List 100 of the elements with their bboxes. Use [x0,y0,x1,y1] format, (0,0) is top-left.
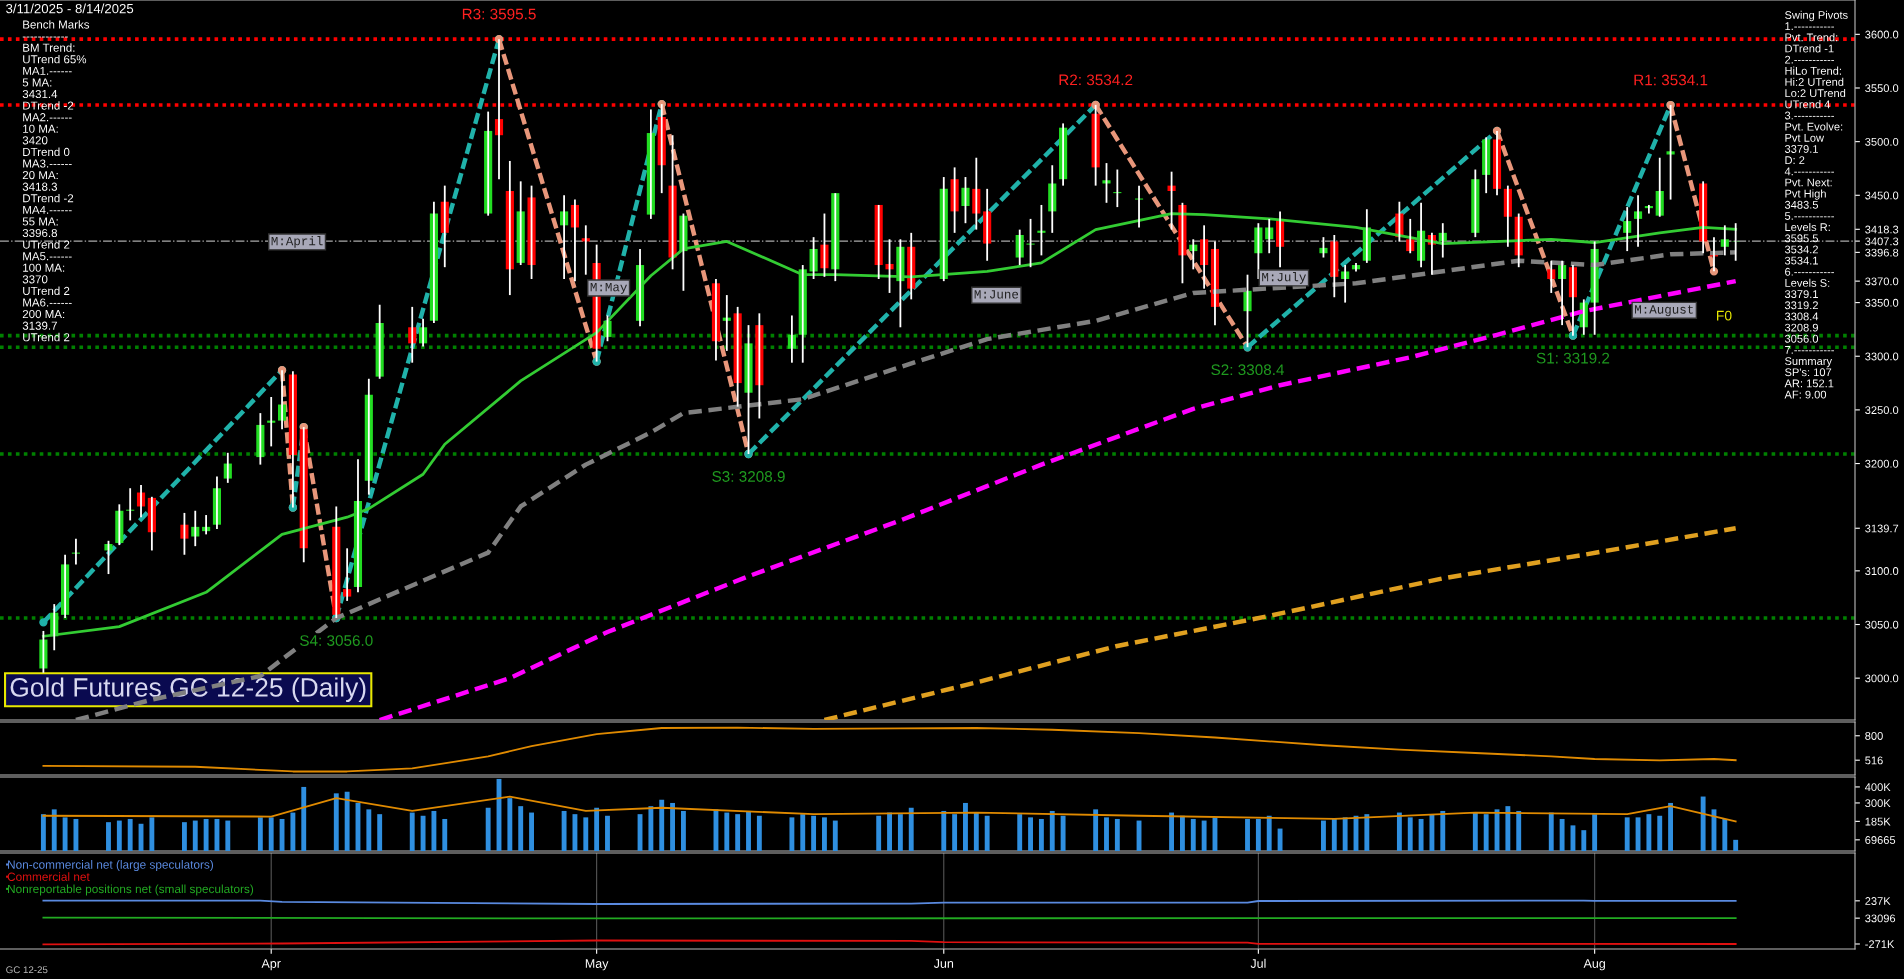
annotation: F0 [1717,310,1732,321]
annotation: R3: 3595.5 [462,8,536,20]
annotation: S1: 3319.2 [1536,352,1610,364]
bar [1559,818,1565,851]
bar [887,812,892,851]
line-series [42,726,1737,773]
bar [973,812,979,851]
bar [1733,839,1739,851]
bar [1505,806,1511,851]
bar [1321,820,1326,851]
y-tick-label: 3250.0 [1865,406,1899,415]
bar [1657,815,1663,851]
bar [1049,810,1055,851]
bar [51,809,57,851]
bar [1722,818,1728,851]
bar [1266,815,1272,851]
bar [257,817,263,851]
bar [333,793,339,851]
bar [290,812,296,851]
candlestick [820,212,829,278]
point [39,618,48,627]
bar [377,814,383,851]
bar [680,810,686,851]
bar [1364,814,1370,851]
y-tick-label: 516 [1865,756,1883,765]
bar [1190,818,1196,851]
y-tick-label: 3500.0 [1865,137,1899,146]
bar [822,817,827,851]
bar [1646,814,1652,851]
bar [984,815,990,851]
bar [561,810,567,851]
bar [1114,818,1120,851]
line-series [822,526,1738,720]
bar [485,807,491,851]
bar [756,815,762,851]
bar [1396,812,1402,851]
bar [832,820,838,851]
bar [735,814,741,851]
x-tick-label: Apr [261,959,281,971]
y-tick-label: 3100.0 [1865,567,1899,575]
y-tick-label: 300K [1865,799,1891,808]
bar [1472,812,1478,851]
y-tick-label: 33096 [1865,914,1896,923]
bar [594,807,600,851]
bar [106,822,111,851]
y-tick-label: 3396.8 [1865,248,1899,257]
bar [40,814,46,851]
y-tick-label: 3418.3 [1865,225,1899,234]
y-tick-label: 3139.7 [1865,524,1899,533]
y-tick-label: 3600.0 [1865,30,1899,39]
annotation: R1: 3534.1 [1634,74,1708,86]
bar [1028,817,1033,851]
bar [203,818,209,851]
bar [268,817,274,851]
legend-label: Commercial net [7,872,90,881]
text: Swing Pivots 1.----------- Pvt. Trend: DTrend -1 2.----------- HiLo Trend: Hi:2 UTrend Lo:2 UTrend UTrend 4 3.----------- Pvt. Evolve: Pvt Low 3379.1 D: 2 4.----------- Pvt. Next: Pvt High 3483.5 5.----------- Levels R: 3595.5 3534.2 3534.1 6.----------- Levels S: 3379.1 3319.2 3308.4 3208.9 3056.0 7.----------- Summary SP's: 107 AR: 152.1 AF: 9.00 [1784,10,1848,399]
bar [1668,802,1674,851]
bar [442,818,448,851]
candlestick [1243,273,1252,349]
y-tick-label: 3050.0 [1865,620,1899,629]
annotation: M:April [271,236,323,248]
bar [1548,812,1554,851]
bar [529,812,534,851]
bar [1179,815,1185,851]
bar [1060,815,1066,851]
bar [1093,809,1099,851]
annotation: M:May [590,283,627,294]
y-tick-label: -271K [1865,940,1895,949]
y-tick-label: 237K [1865,897,1891,905]
bar [225,820,231,851]
bar [73,818,79,851]
bar [181,822,187,851]
y-tick-label: 800 [1865,732,1883,740]
bar [1700,796,1706,851]
annotation: M:June [974,290,1019,299]
x-tick-label: May [585,959,609,971]
bar [876,815,882,851]
bar [648,806,654,851]
bar [1429,814,1435,851]
chart-subtitle: 3/11/2025 - 8/14/2025 [6,3,134,14]
y-tick-label: 3550.0 [1865,84,1899,93]
bar [941,810,947,851]
bar [192,820,198,851]
bar [605,815,610,851]
line-series [42,795,1737,823]
bar [1483,814,1489,851]
annotation: M:July [1262,272,1306,284]
candlestick [885,238,894,294]
annotation: R2: 3534.2 [1059,74,1133,86]
bar [963,802,968,851]
bar [800,814,806,851]
bar [420,815,426,851]
candlestick [527,184,536,280]
bar [366,809,372,851]
y-tick-label: 3407.3 [1865,237,1899,246]
bar [1331,818,1337,851]
x-tick-label: Jun [933,959,954,968]
bar [1342,817,1348,851]
y-tick-label: 3350.0 [1865,298,1899,307]
x-tick-label: Jul [1250,958,1266,968]
